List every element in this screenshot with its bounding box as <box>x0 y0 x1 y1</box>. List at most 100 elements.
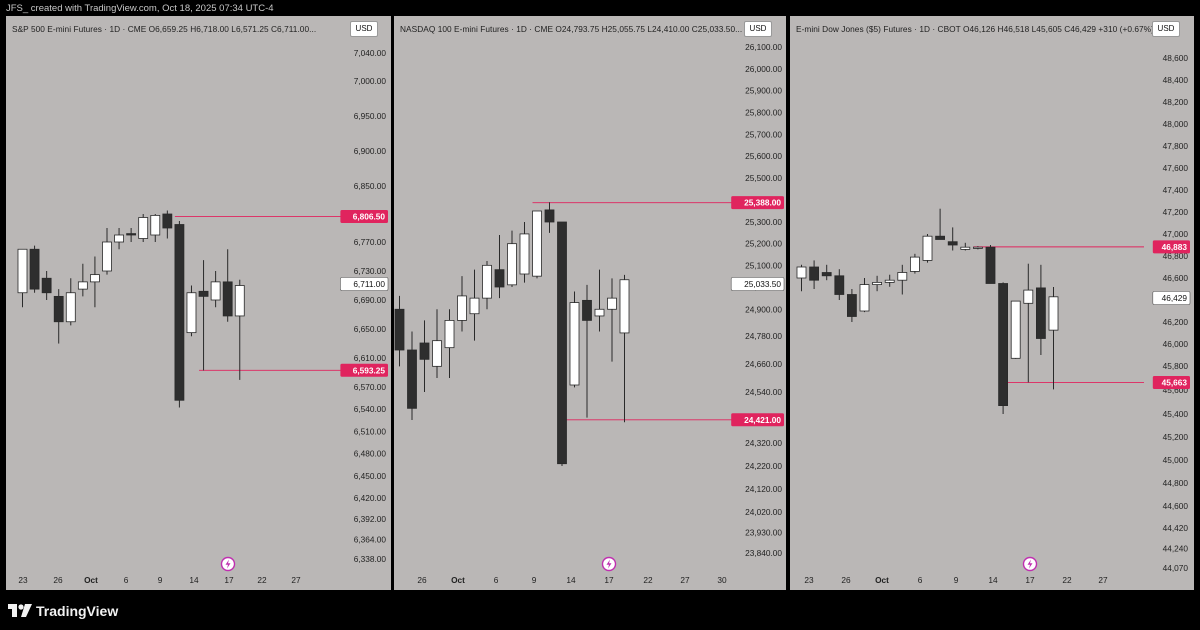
bearish-candle <box>494 269 505 288</box>
last-price-tag <box>1152 291 1191 305</box>
price-axis-label: 6,540.00 <box>354 404 387 414</box>
price-axis-label: 47,800 <box>1163 141 1189 151</box>
bearish-candle <box>162 213 173 229</box>
price-axis-label: 47,200 <box>1163 207 1189 217</box>
price-axis-label: 23,840.00 <box>745 548 782 558</box>
price-axis-label: 6,850.00 <box>354 181 387 191</box>
price-axis-label: 6,510.00 <box>354 426 387 436</box>
bullish-candle <box>77 281 88 290</box>
price-axis-label: 6,420.00 <box>354 493 387 503</box>
time-axis-label: Oct <box>451 575 465 585</box>
price-axis-label: 6,450.00 <box>354 471 387 481</box>
price-axis-label: 46,800 <box>1163 251 1189 261</box>
time-axis-label: 6 <box>124 575 129 585</box>
time-axis-label: 27 <box>291 575 301 585</box>
bearish-candle <box>935 235 946 240</box>
level-price-tag <box>1152 240 1190 254</box>
price-axis-label: 46,600 <box>1163 273 1189 283</box>
price-axis-label: 23,930.00 <box>745 527 782 537</box>
price-axis-label: 46,000 <box>1163 339 1189 349</box>
nasdaq-chart-panel[interactable]: 26,100.00 26,000.00 25,900.00 25,800.00 25,7… <box>394 16 786 590</box>
bearish-candle <box>847 294 857 317</box>
level-price-tag <box>340 209 388 223</box>
time-axis-label: 9 <box>954 575 959 585</box>
sp500-chart-panel[interactable]: 7,040.00 7,000.00 6,950.00 6,900.00 6,850.00… <box>6 16 391 590</box>
price-axis-label: 47,400 <box>1163 185 1189 195</box>
bullish-candle <box>114 234 124 243</box>
time-axis-label: 6 <box>918 575 923 585</box>
last-price-label: 6,711.00 <box>353 279 385 289</box>
tradingview-logo[interactable]: TradingView <box>8 602 118 620</box>
price-axis-label: 25,900.00 <box>745 86 782 96</box>
bullish-candle <box>482 264 492 299</box>
price-axis-label: 6,900.00 <box>354 146 387 156</box>
price-axis-label: 7,000.00 <box>354 76 387 86</box>
price-axis-label: 24,900.00 <box>745 304 782 314</box>
currency-button[interactable]: USD <box>350 21 378 37</box>
level-price-label: 6,806.50 <box>353 211 386 221</box>
bullish-candle <box>859 284 870 312</box>
bearish-candle <box>394 308 405 351</box>
price-axis-label: 47,600 <box>1163 163 1189 173</box>
price-axis-label: 45,600 <box>1163 385 1189 395</box>
price-axis-label: 48,000 <box>1163 119 1189 129</box>
bullish-candle <box>569 302 580 386</box>
bullish-candle <box>507 243 517 286</box>
time-axis-label: 22 <box>257 575 267 585</box>
price-axis-label: 25,300.00 <box>745 217 782 227</box>
chart-header: JFS_ created with TradingView.com, Oct 1… <box>6 3 274 14</box>
bearish-candle <box>821 272 832 277</box>
last-price-label: 25,033.50 <box>744 279 781 289</box>
price-axis-label: 45,000 <box>1163 455 1189 465</box>
bullish-candle <box>90 274 100 283</box>
time-axis-label: 9 <box>532 575 537 585</box>
bearish-candle <box>557 221 567 465</box>
time-axis-label: 17 <box>224 575 234 585</box>
price-axis-label: 48,200 <box>1163 97 1189 107</box>
bearish-candle <box>1035 287 1046 339</box>
bullish-candle <box>186 292 197 334</box>
event-flash-bolt <box>606 559 612 569</box>
bearish-candle <box>809 266 820 281</box>
dow-chart-svg: 48,600 48,400 48,200 48,000 47,800 47,600 47,4… <box>796 53 1191 585</box>
price-axis-label: 7,040.00 <box>354 48 387 58</box>
price-axis-label: 25,100.00 <box>745 260 782 270</box>
bullish-candle <box>872 281 882 285</box>
bullish-candle <box>444 320 455 349</box>
level-price-label: 6,593.25 <box>353 365 386 375</box>
dow-legend: E-mini Dow Jones ($5) Futures · 1D · CBO… <box>796 24 1154 34</box>
time-axis-label: 23 <box>18 575 28 585</box>
last-price-tag <box>730 277 785 291</box>
price-axis-label: 24,320.00 <box>745 438 782 448</box>
dow-chart-panel[interactable]: 48,600 48,400 48,200 48,000 47,800 47,600 47,4… <box>790 16 1194 590</box>
price-axis-label: 6,480.00 <box>354 449 387 459</box>
bullish-candle <box>1048 296 1059 331</box>
bearish-candle <box>198 290 209 297</box>
currency-button[interactable]: USD <box>1152 21 1180 37</box>
price-axis-label: 25,500.00 <box>745 173 782 183</box>
bullish-candle <box>432 340 442 367</box>
time-axis-label: 9 <box>158 575 163 585</box>
level-price-label: 45,663 <box>1162 377 1188 387</box>
currency-button[interactable]: USD <box>744 21 772 37</box>
bullish-candle <box>884 279 895 283</box>
price-axis-label: 6,610.00 <box>354 353 387 363</box>
price-axis-label: 44,070 <box>1163 563 1189 573</box>
bearish-candle <box>29 248 40 290</box>
last-price-tag <box>340 277 389 291</box>
price-axis-label: 6,570.00 <box>354 382 387 392</box>
price-axis-label: 6,690.00 <box>354 295 387 305</box>
price-axis-label: 44,800 <box>1163 478 1189 488</box>
bearish-candle <box>174 224 185 401</box>
price-axis-label: 44,240 <box>1163 544 1189 554</box>
price-axis-label: 6,364.00 <box>354 535 387 545</box>
time-axis-label: 26 <box>841 575 851 585</box>
price-axis-label: 24,220.00 <box>745 461 782 471</box>
time-axis-label: 23 <box>804 575 814 585</box>
bullish-candle <box>897 272 908 281</box>
bullish-candle <box>457 295 467 321</box>
sp500-chart-svg: 7,040.00 7,000.00 6,950.00 6,900.00 6,850.00… <box>17 48 389 585</box>
price-axis-label: 6,730.00 <box>354 266 387 276</box>
bullish-candle <box>138 217 149 239</box>
time-axis-label: 22 <box>643 575 653 585</box>
